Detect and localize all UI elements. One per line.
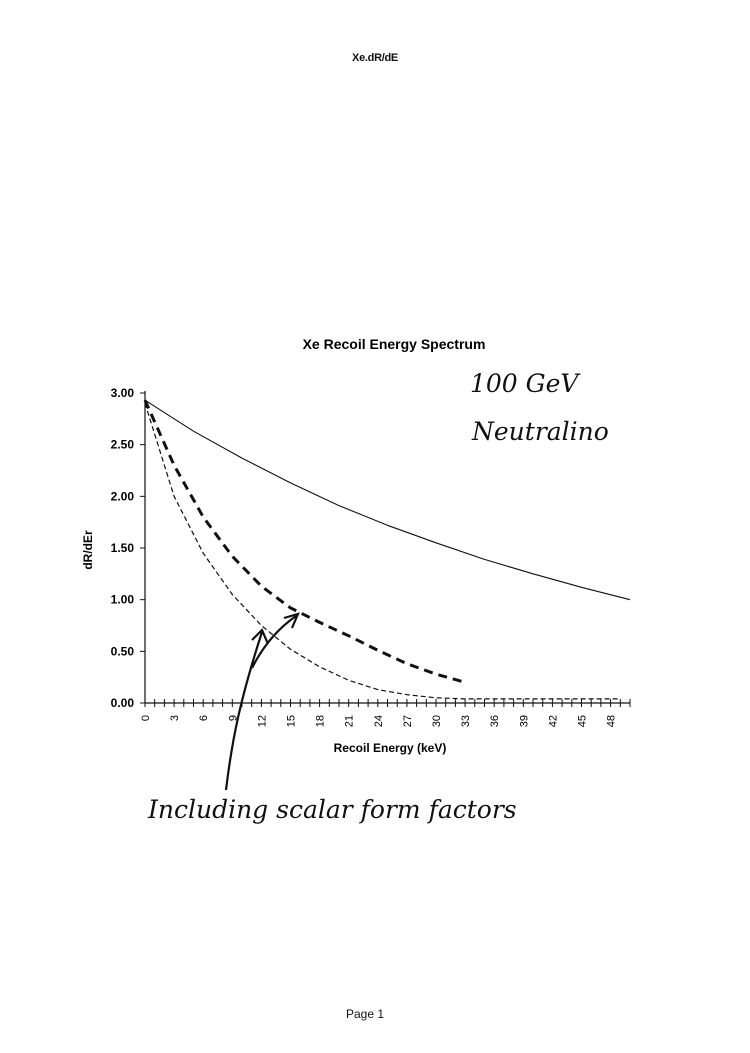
x-tick-label: 36 [489,715,501,727]
x-tick-label: 18 [315,715,327,727]
x-tick-label: 12 [256,715,268,727]
y-axis-label: dR/dEr [81,530,95,570]
x-tick-label: 27 [402,715,414,727]
x-axis: 0 3 6 9 12 15 18 21 24 27 30 33 36 39 42 45 48 [140,699,631,727]
page-header: Xe.dR/dE [352,52,398,64]
y-tick-label: 2.50 [111,438,135,452]
annotation-arrow-lower-head [251,628,270,645]
y-tick-label: 0.00 [111,696,135,710]
page-footer: Page 1 [345,1007,385,1021]
x-tick-label: 3 [169,715,181,721]
y-tick-label: 2.00 [111,489,135,503]
x-tick-label: 0 [140,715,152,721]
y-tick-label: 1.50 [111,541,135,555]
chart-title: Xe Recoil Energy Spectrum [303,336,486,352]
x-tick-label: 45 [577,715,589,727]
y-tick-label: 1.00 [111,593,135,607]
series-layer [143,399,631,700]
y-tick-label: 3.00 [111,386,135,400]
x-tick-label: 33 [460,715,472,727]
y-axis: 0.00 0.50 1.00 1.50 2.00 2.50 3.00 [111,386,146,710]
x-tick-label: 42 [547,715,559,727]
x-tick-label: 24 [373,715,385,727]
x-tick-label: 48 [606,715,618,727]
annotation-mass: 100 GeV [470,369,581,398]
x-tick-label: 39 [518,715,530,727]
series-line-3-dashed-light [144,403,621,700]
series-line-1-solid [144,399,631,601]
annotation-arrow-upper [251,615,297,669]
x-tick-label: 6 [198,715,210,721]
x-tick-label: 9 [227,715,239,721]
x-tick-label: 21 [344,715,356,727]
annotation-arrow-lower [224,631,264,791]
annotation-particle: Neutralino [471,417,609,446]
annotation-arrow-upper-head [283,612,300,629]
series-line-2-dashed-heavy [143,399,466,684]
x-tick-label: 15 [286,715,298,727]
annotation-form-factors: Including scalar form factors [147,795,517,824]
x-tick-label: 30 [431,715,443,727]
y-tick-label: 0.50 [111,644,135,658]
x-axis-label: Recoil Energy (keV) [334,741,447,755]
